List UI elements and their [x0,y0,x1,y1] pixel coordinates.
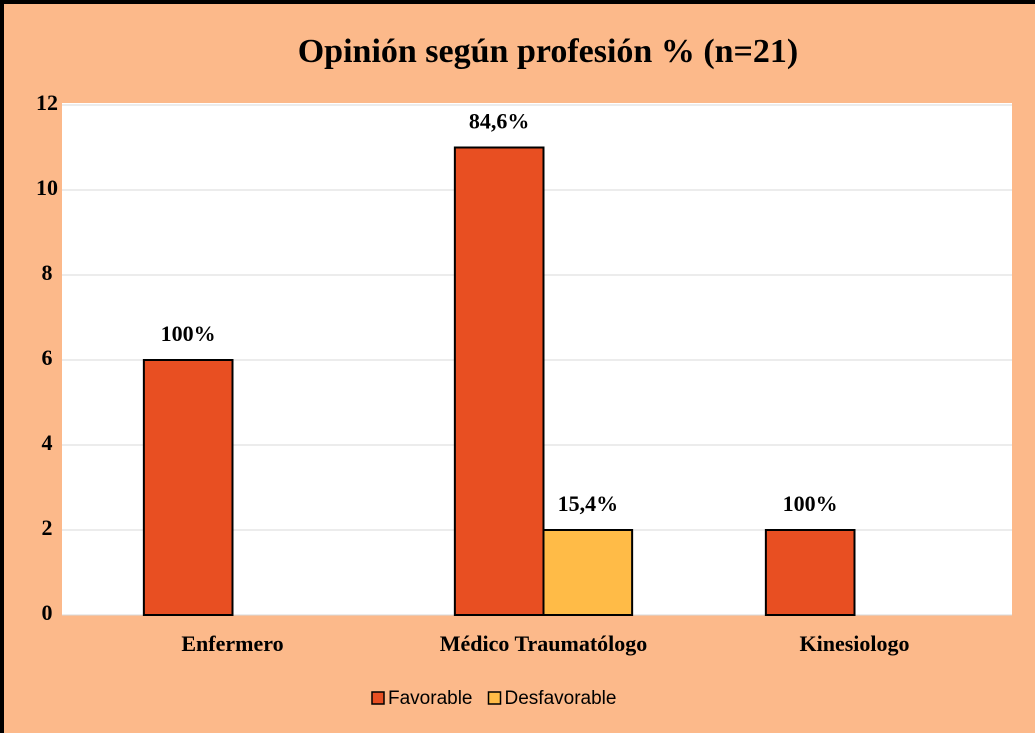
chart-title: Opinión según profesión % (n=21) [298,33,799,70]
data-label: 84,6% [469,109,530,134]
legend-swatch [371,691,385,705]
data-label: 15,4% [558,491,619,516]
y-tick-label: 0 [42,600,53,625]
bar [453,146,545,616]
y-tick-label: 12 [36,90,58,115]
data-label: 100% [161,321,216,346]
bar [542,529,634,616]
x-tick-label: Kinesiologo [799,631,909,656]
y-tick-label: 6 [42,345,53,370]
x-tick-label: Enfermero [181,631,283,656]
data-label: 100% [783,491,838,516]
bar [764,529,856,616]
y-tick-label: 10 [36,175,58,200]
y-tick-label: 2 [42,515,53,540]
y-tick-label: 8 [42,260,53,285]
legend-label: Favorable [388,688,473,709]
y-tick-label: 4 [42,430,53,455]
legend-swatch [487,691,502,705]
x-tick-label: Médico Traumatólogo [440,631,648,656]
legend-label: Desfavorable [505,688,617,709]
bar [142,359,234,616]
